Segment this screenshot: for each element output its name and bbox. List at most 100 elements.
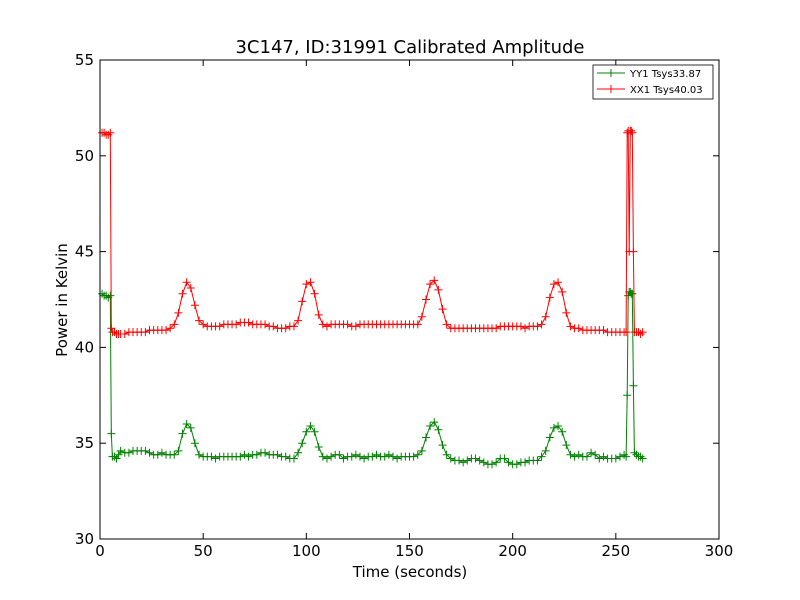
- data-point-yy1: [636, 452, 645, 461]
- series-layer: [98, 126, 647, 469]
- data-point-yy1: [545, 433, 554, 442]
- data-point-xx1: [244, 318, 253, 327]
- data-point-xx1: [190, 301, 199, 310]
- data-point-yy1: [347, 452, 356, 461]
- legend-frame: [592, 64, 714, 100]
- data-point-yy1: [186, 423, 195, 432]
- data-point-xx1: [422, 295, 431, 304]
- data-point-yy1: [351, 450, 360, 459]
- x-tick-label: 300: [705, 542, 734, 560]
- data-point-xx1: [294, 316, 303, 325]
- data-point-yy1: [629, 381, 638, 390]
- data-point-yy1: [107, 429, 116, 438]
- legend-label-xx1: XX1 Tsys40.03: [630, 85, 703, 96]
- data-point-xx1: [351, 322, 360, 331]
- data-point-yy1: [574, 450, 583, 459]
- data-point-xx1: [195, 316, 204, 325]
- data-point-xx1: [302, 280, 311, 289]
- data-point-yy1: [112, 454, 121, 463]
- data-point-xx1: [141, 328, 150, 337]
- data-point-xx1: [215, 322, 224, 331]
- data-point-yy1: [504, 458, 513, 467]
- series-yy1: [98, 287, 647, 469]
- data-point-yy1: [442, 450, 451, 459]
- data-point-xx1: [413, 320, 422, 329]
- data-point-yy1: [182, 420, 191, 429]
- data-point-yy1: [178, 429, 187, 438]
- data-point-yy1: [587, 448, 596, 457]
- y-tick-label: 30: [75, 530, 94, 548]
- data-point-yy1: [611, 454, 620, 463]
- data-point-yy1: [141, 446, 150, 455]
- legend-entry-yy1: YY1 Tsys33.87: [597, 69, 701, 80]
- data-point-yy1: [521, 458, 530, 467]
- data-point-xx1: [261, 320, 270, 329]
- data-point-yy1: [98, 289, 107, 298]
- data-point-yy1: [626, 287, 635, 296]
- data-point-yy1: [558, 427, 567, 436]
- data-point-yy1: [211, 454, 220, 463]
- data-point-yy1: [632, 450, 641, 459]
- data-point-xx1: [554, 278, 563, 287]
- data-point-xx1: [306, 278, 315, 287]
- data-point-xx1: [289, 322, 298, 331]
- data-point-yy1: [417, 446, 426, 455]
- data-point-yy1: [566, 450, 575, 459]
- data-point-yy1: [368, 452, 377, 461]
- data-point-yy1: [479, 458, 488, 467]
- data-point-yy1: [261, 448, 270, 457]
- y-axis-ticks: 30 35 40 45 50 55: [75, 51, 719, 548]
- data-point-yy1: [157, 448, 166, 457]
- data-point-yy1: [116, 446, 125, 455]
- data-point-yy1: [244, 452, 253, 461]
- data-point-yy1: [306, 421, 315, 430]
- data-point-xx1: [281, 324, 290, 333]
- data-point-yy1: [430, 418, 439, 427]
- data-point-xx1: [110, 328, 119, 337]
- y-tick-label: 50: [75, 147, 94, 165]
- data-point-yy1: [124, 448, 133, 457]
- data-point-yy1: [145, 448, 154, 457]
- data-point-yy1: [434, 425, 443, 434]
- data-point-yy1: [314, 443, 323, 452]
- data-point-yy1: [388, 452, 397, 461]
- chart-title: 3C147, ID:31991 Calibrated Amplitude: [235, 37, 584, 58]
- data-point-xx1: [622, 328, 631, 337]
- x-tick-label: 50: [194, 542, 213, 560]
- data-point-xx1: [549, 280, 558, 289]
- data-point-yy1: [595, 454, 604, 463]
- x-axis-ticks: 0 50 100 150 200 250 300: [95, 60, 733, 560]
- legend-marker-xx1: [607, 85, 615, 93]
- data-point-yy1: [582, 452, 591, 461]
- data-point-yy1: [153, 450, 162, 459]
- data-point-yy1: [190, 439, 199, 448]
- data-point-yy1: [302, 427, 311, 436]
- data-point-xx1: [541, 312, 550, 321]
- data-point-yy1: [318, 452, 327, 461]
- x-tick-label: 0: [95, 542, 105, 560]
- x-axis-title: Time (seconds): [352, 563, 468, 581]
- data-point-xx1: [521, 324, 530, 333]
- data-point-yy1: [488, 460, 497, 469]
- data-point-yy1: [475, 456, 484, 465]
- x-tick-label: 100: [292, 542, 321, 560]
- y-tick-label: 55: [75, 51, 94, 69]
- data-point-yy1: [438, 441, 447, 450]
- data-point-yy1: [620, 450, 629, 459]
- data-point-xx1: [120, 329, 129, 338]
- data-point-xx1: [629, 247, 638, 256]
- data-point-yy1: [455, 456, 464, 465]
- data-point-yy1: [106, 291, 115, 300]
- data-point-xx1: [537, 320, 546, 329]
- data-point-xx1: [104, 130, 113, 139]
- data-point-xx1: [186, 284, 195, 293]
- data-point-yy1: [170, 450, 179, 459]
- data-point-xx1: [562, 308, 571, 317]
- data-point-yy1: [628, 289, 637, 298]
- y-tick-label: 35: [75, 434, 94, 452]
- data-point-xx1: [269, 322, 278, 331]
- data-point-xx1: [533, 322, 542, 331]
- data-point-yy1: [207, 452, 216, 461]
- data-point-yy1: [413, 450, 422, 459]
